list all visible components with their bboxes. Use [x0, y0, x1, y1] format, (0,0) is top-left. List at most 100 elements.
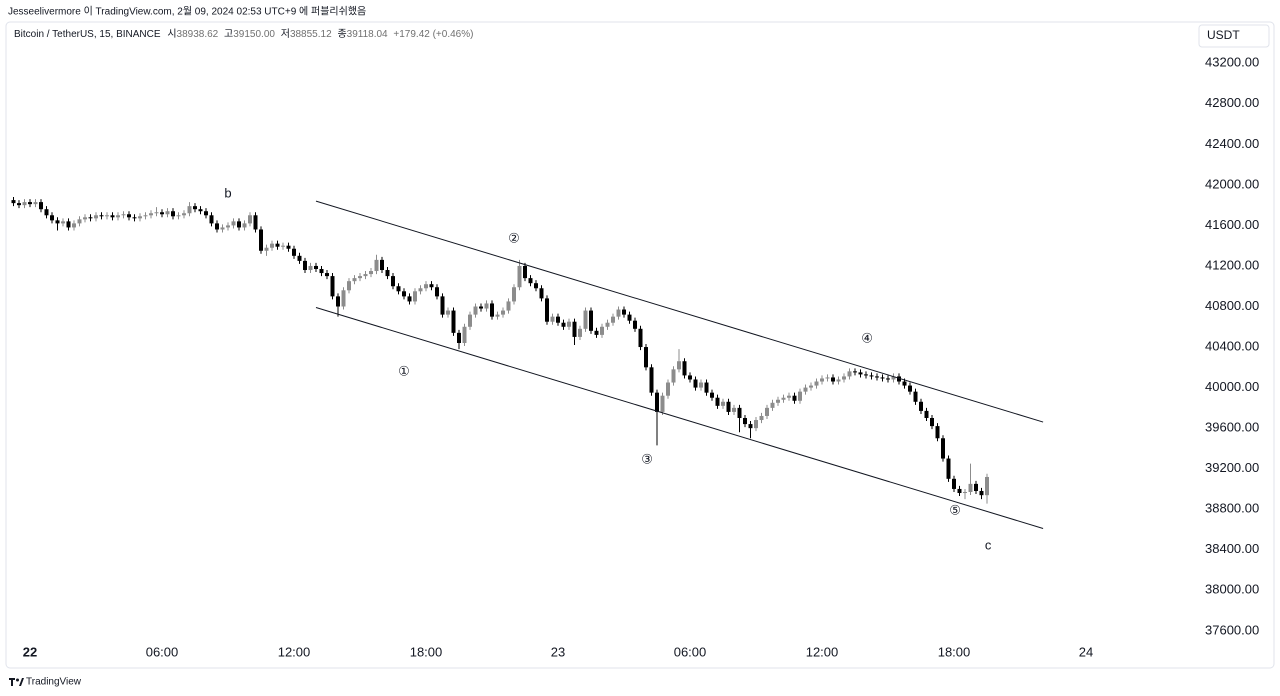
- candle-body: [88, 217, 93, 219]
- candle-body: [286, 245, 291, 249]
- candle-body: [176, 215, 181, 217]
- candle-body: [644, 347, 648, 368]
- candle-body: [308, 265, 313, 271]
- candle-body: [886, 378, 890, 380]
- candle-body: [143, 215, 148, 217]
- x-tick-label: 12:00: [278, 644, 311, 659]
- x-tick-label: 18:00: [938, 644, 971, 659]
- candle-body: [182, 213, 186, 216]
- x-tick-label: 22: [23, 644, 37, 659]
- ohlc-label: 시: [167, 28, 176, 40]
- candle-body: [303, 260, 307, 271]
- candle-body: [517, 265, 522, 288]
- candle-body: [699, 382, 703, 388]
- candle-body: [127, 214, 131, 218]
- y-tick-label: 40800.00: [1205, 298, 1259, 313]
- ohlc-value: 38938.62: [177, 29, 219, 40]
- candle-body: [325, 273, 329, 277]
- candle-body: [682, 361, 687, 376]
- currency-box[interactable]: [1198, 24, 1270, 48]
- candle-body: [864, 374, 868, 376]
- candle-body: [671, 369, 676, 383]
- candle-body: [39, 202, 43, 210]
- x-tick-label: 06:00: [146, 644, 179, 659]
- candle-body: [99, 215, 104, 217]
- candle-body: [259, 229, 263, 251]
- candle-body: [204, 211, 208, 216]
- brand-logo: [9, 678, 24, 686]
- candle-body: [319, 269, 324, 274]
- candle-body: [138, 216, 142, 219]
- candle-body: [501, 310, 505, 315]
- candle-body: [578, 328, 582, 337]
- y-tick-label: 42400.00: [1205, 136, 1259, 151]
- candle-body: [787, 395, 791, 398]
- candle-body: [385, 270, 390, 277]
- candle-body: [891, 376, 896, 380]
- candle-body: [572, 321, 577, 337]
- candle-body: [583, 310, 588, 329]
- candle-body: [649, 367, 654, 393]
- candle-body: [765, 407, 769, 416]
- candle-body: [215, 223, 219, 230]
- candle-body: [237, 221, 241, 228]
- candle-body: [462, 326, 467, 343]
- candle-body: [347, 281, 351, 291]
- candle-body: [242, 223, 247, 228]
- candle-body: [666, 382, 670, 396]
- candle-body: [880, 377, 885, 379]
- candle-body: [424, 284, 428, 289]
- candle-body: [264, 247, 269, 251]
- candle-body: [336, 296, 340, 307]
- candle-body: [55, 220, 60, 224]
- candle-body: [792, 395, 797, 401]
- candle-body: [484, 303, 489, 309]
- candle-body: [314, 265, 318, 270]
- candle-body: [627, 314, 632, 321]
- candle-body: [748, 424, 753, 429]
- candle-body: [116, 215, 120, 218]
- currency[interactable]: USDT: [1207, 28, 1240, 42]
- candle-body: [660, 395, 665, 412]
- candle-body: [61, 221, 65, 224]
- candle-body: [165, 211, 170, 215]
- candle-body: [776, 399, 780, 403]
- candle-body: [869, 375, 874, 377]
- candle-body: [550, 316, 555, 322]
- candle-body: [688, 375, 692, 380]
- candle-body: [561, 322, 566, 327]
- candle-body: [875, 376, 879, 378]
- candle-body: [902, 381, 907, 386]
- candle-body: [605, 322, 610, 327]
- candle-body: [803, 387, 808, 392]
- candle-body: [897, 376, 901, 382]
- candle-body: [677, 361, 681, 370]
- candle-body: [275, 243, 280, 247]
- candle-body: [248, 215, 252, 224]
- candle-body: [732, 407, 736, 412]
- candle-body: [154, 212, 159, 214]
- x-tick-label: 12:00: [806, 644, 839, 659]
- candle-body: [523, 265, 527, 279]
- candle-body: [171, 211, 175, 217]
- candle-body: [930, 417, 934, 427]
- chart-frame: [5, 21, 1275, 669]
- candle-body: [369, 271, 373, 275]
- candle-body: [616, 309, 621, 317]
- candle-body: [297, 255, 302, 261]
- candle-body: [121, 214, 126, 216]
- candle-body: [726, 401, 731, 412]
- y-tick-label: 40000.00: [1205, 379, 1259, 394]
- candle-body: [935, 426, 940, 439]
- ohlc-value: 39118.04: [347, 29, 388, 40]
- candle-body: [17, 203, 21, 206]
- candle-body: [110, 215, 115, 218]
- candle-body: [352, 278, 357, 282]
- candle-body: [594, 330, 599, 335]
- candle-body: [391, 276, 395, 287]
- channel-line: [315, 307, 1044, 529]
- candle-body: [913, 391, 918, 402]
- candle-body: [495, 314, 500, 317]
- candle-body: [754, 420, 758, 429]
- candle-body: [446, 310, 450, 315]
